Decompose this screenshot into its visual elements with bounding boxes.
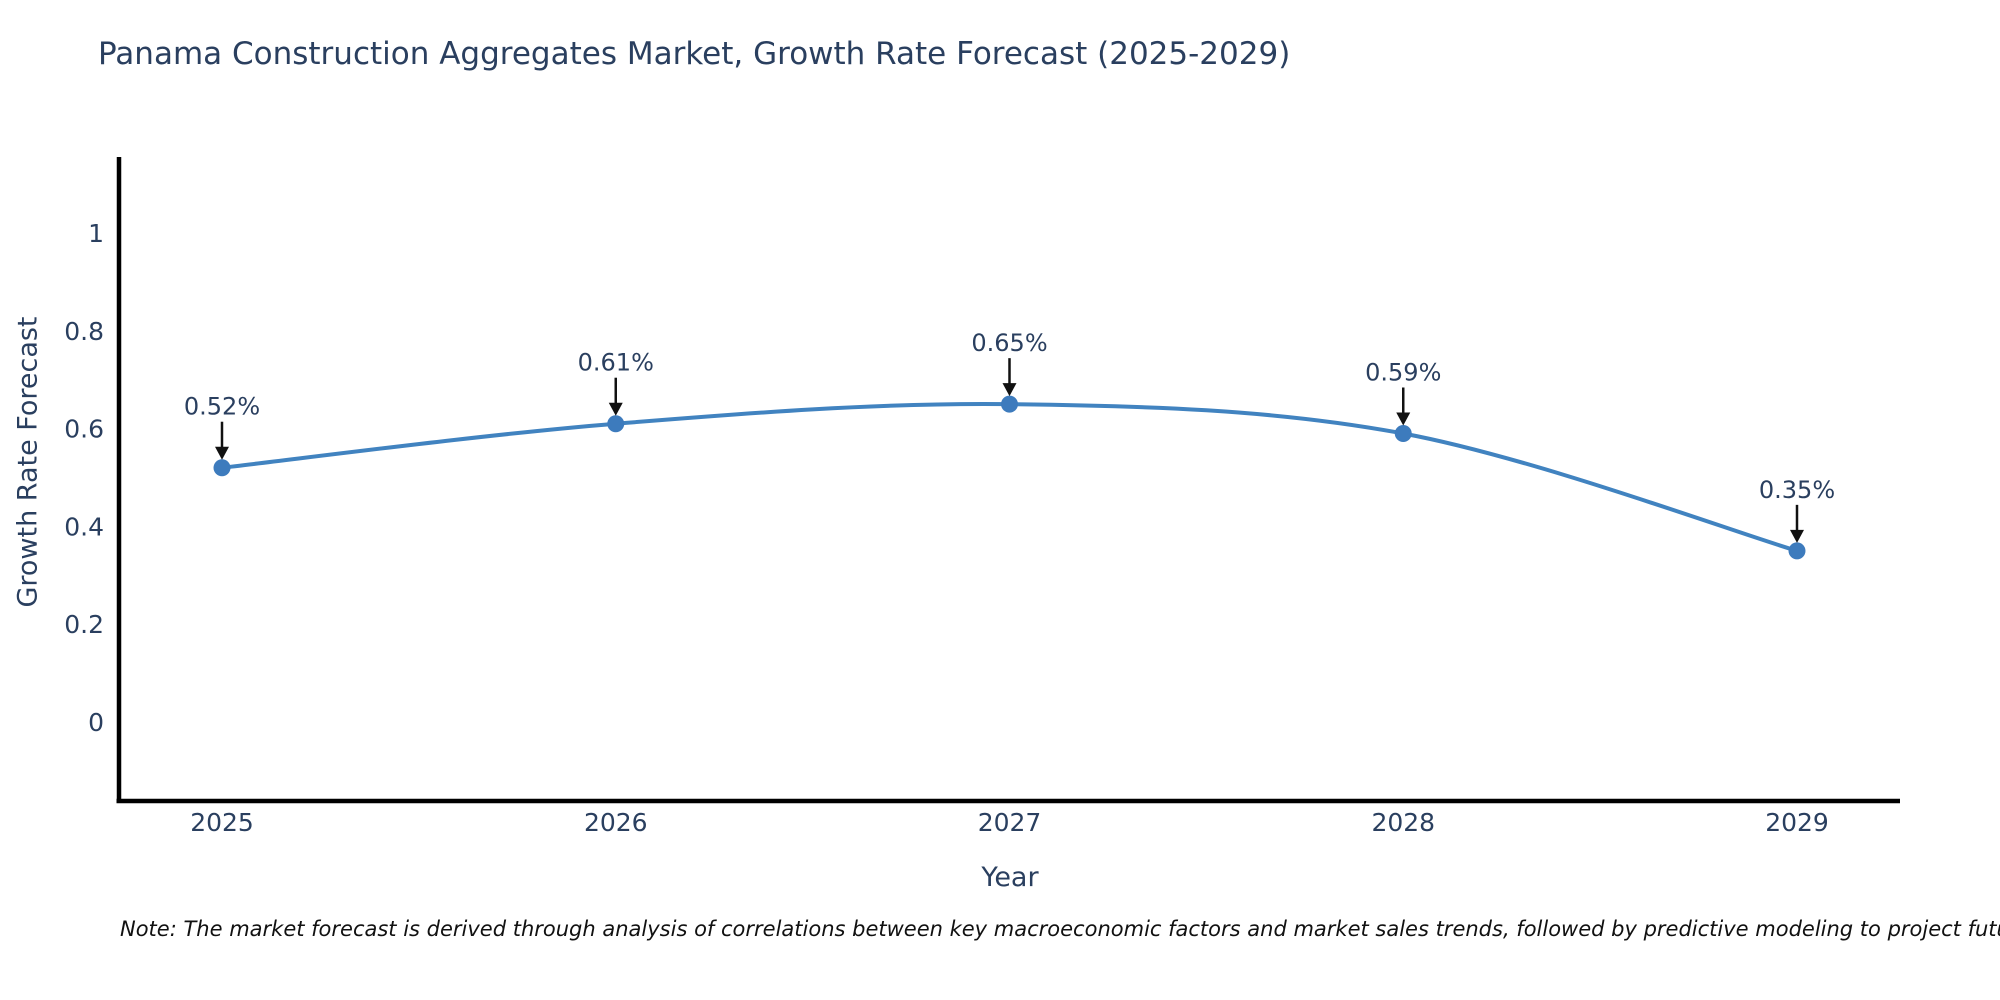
y-tick-label: 0.6 [64,415,104,444]
annotation-arrowhead [1790,529,1804,543]
y-tick-label: 0.2 [64,610,104,639]
x-tick-label: 2027 [978,808,1042,837]
y-tick-label: 0.4 [64,512,104,541]
x-axis-title: Year [981,862,1039,893]
data-point-marker [1001,395,1018,413]
x-tick-label: 2026 [584,808,648,837]
data-point-marker [1788,542,1806,560]
data-point-label: 0.59% [1365,358,1441,386]
data-point-marker [607,415,625,433]
annotation-arrowhead [608,402,623,416]
data-point-label: 0.61% [578,349,654,377]
x-tick-label: 2028 [1371,808,1435,837]
footnote: Note: The market forecast is derived thr… [120,917,2000,941]
data-point-marker [1394,424,1412,442]
annotation-arrowhead [1396,412,1411,426]
y-tick-label: 0 [88,708,104,737]
annotation-arrowhead [215,446,229,460]
x-tick-label: 2025 [190,808,254,837]
x-tick-label: 2029 [1765,808,1829,837]
data-point-marker [213,459,231,477]
y-tick-label: 0.8 [64,317,104,346]
y-axis-title: Growth Rate Forecast [12,316,44,608]
forecast-line [220,401,1799,553]
y-tick-label: 1 [88,219,104,248]
data-point-label: 0.35% [1759,476,1835,504]
data-point-label: 0.52% [184,393,260,421]
data-point-label: 0.65% [971,329,1047,357]
annotation-arrowhead [1002,383,1017,397]
chart-title: Panama Construction Aggregates Market, G… [98,36,1291,72]
